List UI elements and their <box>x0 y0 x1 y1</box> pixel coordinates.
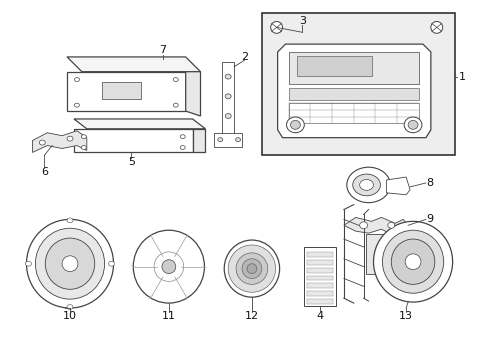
Bar <box>306 267 332 273</box>
Ellipse shape <box>225 113 231 118</box>
Ellipse shape <box>242 259 261 278</box>
Bar <box>306 260 332 265</box>
Ellipse shape <box>39 140 45 145</box>
Text: 3: 3 <box>298 15 305 26</box>
Polygon shape <box>277 44 430 138</box>
Ellipse shape <box>246 264 256 274</box>
Ellipse shape <box>359 222 367 229</box>
Bar <box>102 82 141 99</box>
Ellipse shape <box>67 218 73 223</box>
Ellipse shape <box>67 305 73 310</box>
Ellipse shape <box>387 222 394 228</box>
Text: 8: 8 <box>426 178 432 188</box>
Ellipse shape <box>359 180 373 190</box>
Polygon shape <box>67 72 185 111</box>
Ellipse shape <box>35 228 104 299</box>
Ellipse shape <box>108 261 114 266</box>
Ellipse shape <box>173 103 178 107</box>
Ellipse shape <box>74 78 79 82</box>
Text: 12: 12 <box>244 311 259 321</box>
Ellipse shape <box>224 240 279 297</box>
Bar <box>306 299 332 304</box>
Bar <box>306 252 332 257</box>
Ellipse shape <box>225 74 231 79</box>
Polygon shape <box>74 129 192 152</box>
Ellipse shape <box>45 238 95 289</box>
Ellipse shape <box>430 22 442 33</box>
Ellipse shape <box>26 219 113 308</box>
Ellipse shape <box>25 261 31 266</box>
Ellipse shape <box>225 94 231 99</box>
Ellipse shape <box>390 239 434 284</box>
Text: 5: 5 <box>127 157 135 167</box>
Ellipse shape <box>352 174 380 196</box>
Ellipse shape <box>228 245 275 292</box>
Ellipse shape <box>217 138 223 141</box>
Ellipse shape <box>407 121 417 129</box>
Text: 2: 2 <box>241 52 248 62</box>
Ellipse shape <box>162 260 175 274</box>
Polygon shape <box>185 72 200 116</box>
Ellipse shape <box>290 121 300 129</box>
Polygon shape <box>67 57 200 72</box>
Ellipse shape <box>236 253 267 284</box>
Ellipse shape <box>173 78 178 82</box>
Ellipse shape <box>180 135 185 139</box>
Text: 1: 1 <box>458 72 465 82</box>
Ellipse shape <box>382 230 443 293</box>
Bar <box>304 247 335 306</box>
Ellipse shape <box>67 136 73 141</box>
Ellipse shape <box>405 254 420 270</box>
Bar <box>289 89 418 100</box>
Text: 9: 9 <box>426 215 432 224</box>
Bar <box>365 234 385 274</box>
Polygon shape <box>192 129 205 152</box>
Ellipse shape <box>373 221 452 302</box>
Bar <box>306 283 332 288</box>
Ellipse shape <box>81 135 86 139</box>
Text: 13: 13 <box>398 311 412 321</box>
Bar <box>261 13 454 156</box>
Ellipse shape <box>404 117 421 133</box>
Polygon shape <box>74 119 205 129</box>
Polygon shape <box>32 131 87 152</box>
Ellipse shape <box>286 117 304 133</box>
Bar <box>297 56 371 76</box>
Text: 11: 11 <box>162 311 176 321</box>
Bar <box>306 275 332 280</box>
Ellipse shape <box>62 256 78 271</box>
Text: 4: 4 <box>316 311 323 321</box>
Ellipse shape <box>133 230 204 303</box>
Ellipse shape <box>270 22 282 33</box>
Ellipse shape <box>235 138 240 141</box>
Text: 7: 7 <box>159 45 166 55</box>
Ellipse shape <box>74 103 79 107</box>
Bar <box>214 133 242 147</box>
Bar <box>306 291 332 296</box>
Polygon shape <box>386 177 409 195</box>
Ellipse shape <box>180 145 185 149</box>
Bar <box>289 103 418 123</box>
Bar <box>222 62 234 145</box>
Text: 6: 6 <box>41 167 48 177</box>
Bar <box>289 52 418 84</box>
Text: 10: 10 <box>63 311 77 321</box>
Ellipse shape <box>81 145 86 149</box>
Ellipse shape <box>346 167 389 203</box>
Polygon shape <box>343 217 407 235</box>
